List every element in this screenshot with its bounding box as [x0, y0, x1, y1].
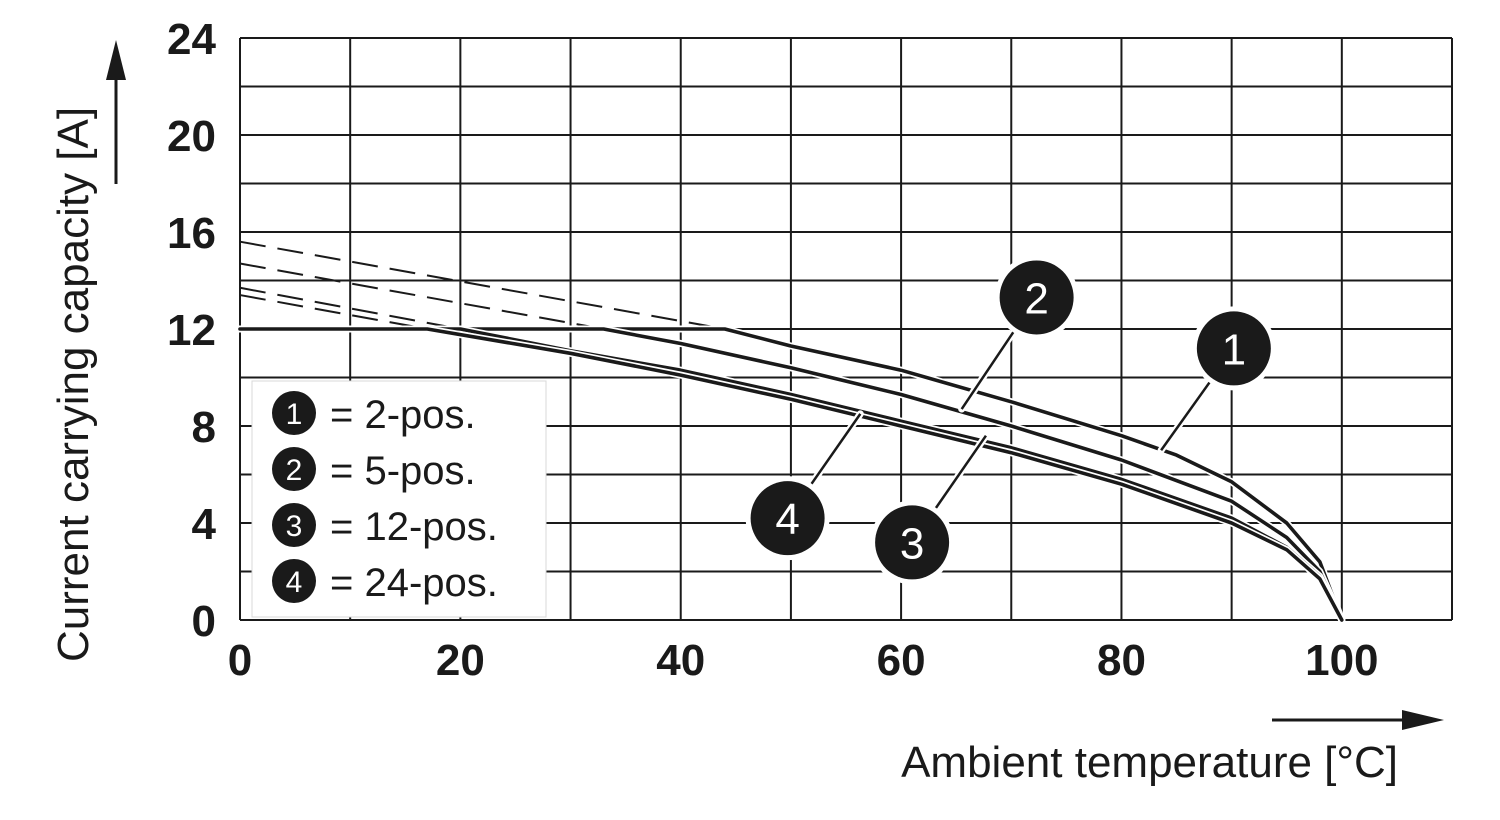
legend: 1 = 2-pos. 2 = 5-pos. 3 = 12-pos. 4 = 24-pos. — [251, 380, 547, 618]
x-axis-title: Ambient temperature [°C] — [901, 738, 1398, 787]
legend-marker-1 — [272, 391, 316, 435]
annotation-2-badge — [999, 260, 1074, 335]
y-tick-label: 0 — [192, 597, 216, 646]
annotation-leaders — [806, 327, 1215, 514]
y-tick-label: 8 — [192, 403, 216, 452]
x-axis-arrow-head — [1402, 710, 1444, 730]
legend-marker-2-label: 2 — [286, 454, 303, 487]
series-4-dashed-line — [239, 294, 428, 330]
series-lines — [236, 325, 1346, 624]
x-tick-label: 60 — [877, 636, 926, 685]
annotation-3-leader — [933, 434, 987, 511]
legend-label-3: = 12-pos. — [330, 505, 498, 549]
annotation-4-leader — [809, 413, 862, 487]
series-1-line — [238, 327, 1344, 622]
x-tick-label: 20 — [436, 636, 485, 685]
legend-marker-3-label: 3 — [286, 510, 303, 543]
y-axis-ticks: 0 4 8 12 16 20 24 — [167, 15, 216, 646]
x-tick-label: 0 — [228, 636, 252, 685]
legend-marker-4 — [272, 559, 316, 603]
series-2-line — [238, 327, 1344, 622]
annotation-3-badge — [875, 505, 950, 580]
annotation-4-label: 4 — [775, 495, 799, 544]
legend-label-4: = 24-pos. — [330, 561, 498, 605]
dashed-extensions — [239, 240, 725, 330]
y-axis-arrow-head — [106, 40, 126, 80]
y-tick-label: 16 — [167, 209, 216, 258]
legend-marker-2 — [272, 447, 316, 491]
legend-label-1: = 2-pos. — [330, 393, 476, 437]
annotation-1-leader — [1160, 380, 1212, 451]
legend-label-2: = 5-pos. — [330, 449, 476, 493]
y-tick-label: 24 — [167, 15, 216, 64]
annotation-4-badge — [750, 481, 825, 556]
annotation-2-leader — [960, 329, 1016, 410]
x-axis-ticks: 0 20 40 60 80 100 — [228, 636, 1379, 685]
x-tick-label: 40 — [656, 636, 705, 685]
legend-marker-1-label: 1 — [286, 398, 303, 431]
y-axis-title: Current carrying capacity [A] — [49, 107, 98, 662]
annotation-2-label: 2 — [1024, 274, 1048, 323]
y-tick-label: 4 — [192, 500, 217, 549]
annotation-3-label: 3 — [900, 519, 924, 568]
legend-marker-4-label: 4 — [286, 566, 303, 599]
y-tick-label: 12 — [167, 306, 216, 355]
series-4-line — [238, 327, 1344, 622]
x-tick-label: 100 — [1305, 636, 1378, 685]
annotation-badges: 1 2 3 4 — [745, 255, 1276, 585]
series-1-dashed-line — [239, 240, 725, 330]
series-2-dashed-line — [239, 262, 604, 330]
annotation-1-badge — [1196, 311, 1271, 386]
legend-marker-3 — [272, 503, 316, 547]
annotation-1-label: 1 — [1222, 325, 1246, 374]
y-tick-label: 20 — [167, 112, 216, 161]
x-tick-label: 80 — [1097, 636, 1146, 685]
